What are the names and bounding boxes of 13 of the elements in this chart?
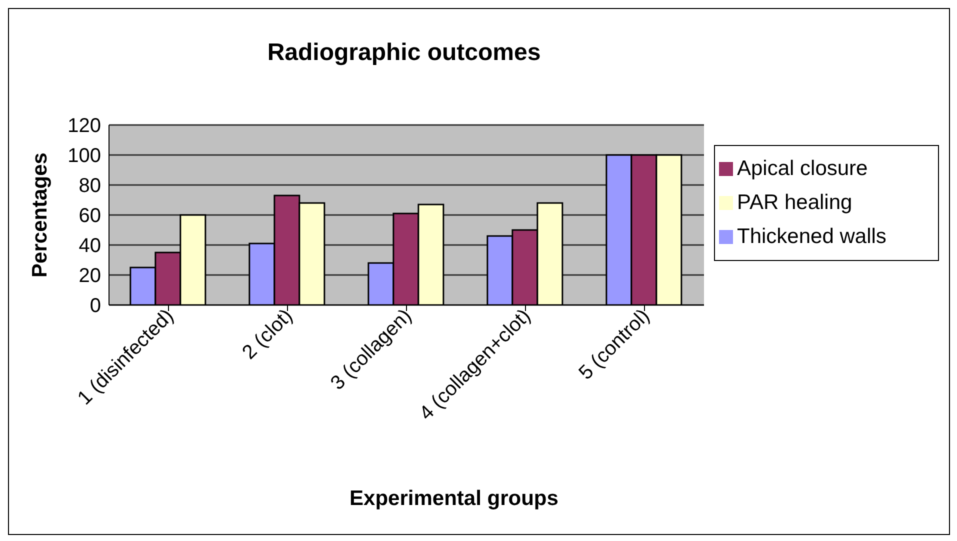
y-tick-label: 0 (90, 295, 101, 318)
y-tick-label: 80 (78, 175, 101, 198)
y-tick-label: 120 (68, 115, 101, 138)
y-tick-label: 60 (78, 205, 101, 228)
y-tick-label: 40 (78, 235, 101, 258)
legend-label: PAR healing (737, 191, 852, 214)
legend-label: Thickened walls (737, 225, 886, 248)
x-axis-title: Experimental groups (348, 487, 560, 511)
chart-title: Radiographic outcomes (266, 39, 542, 67)
legend-label: Apical closure (737, 157, 868, 180)
y-tick-label: 20 (78, 265, 101, 288)
y-axis-title: Percentages (28, 152, 52, 278)
y-tick-label: 100 (68, 145, 101, 168)
